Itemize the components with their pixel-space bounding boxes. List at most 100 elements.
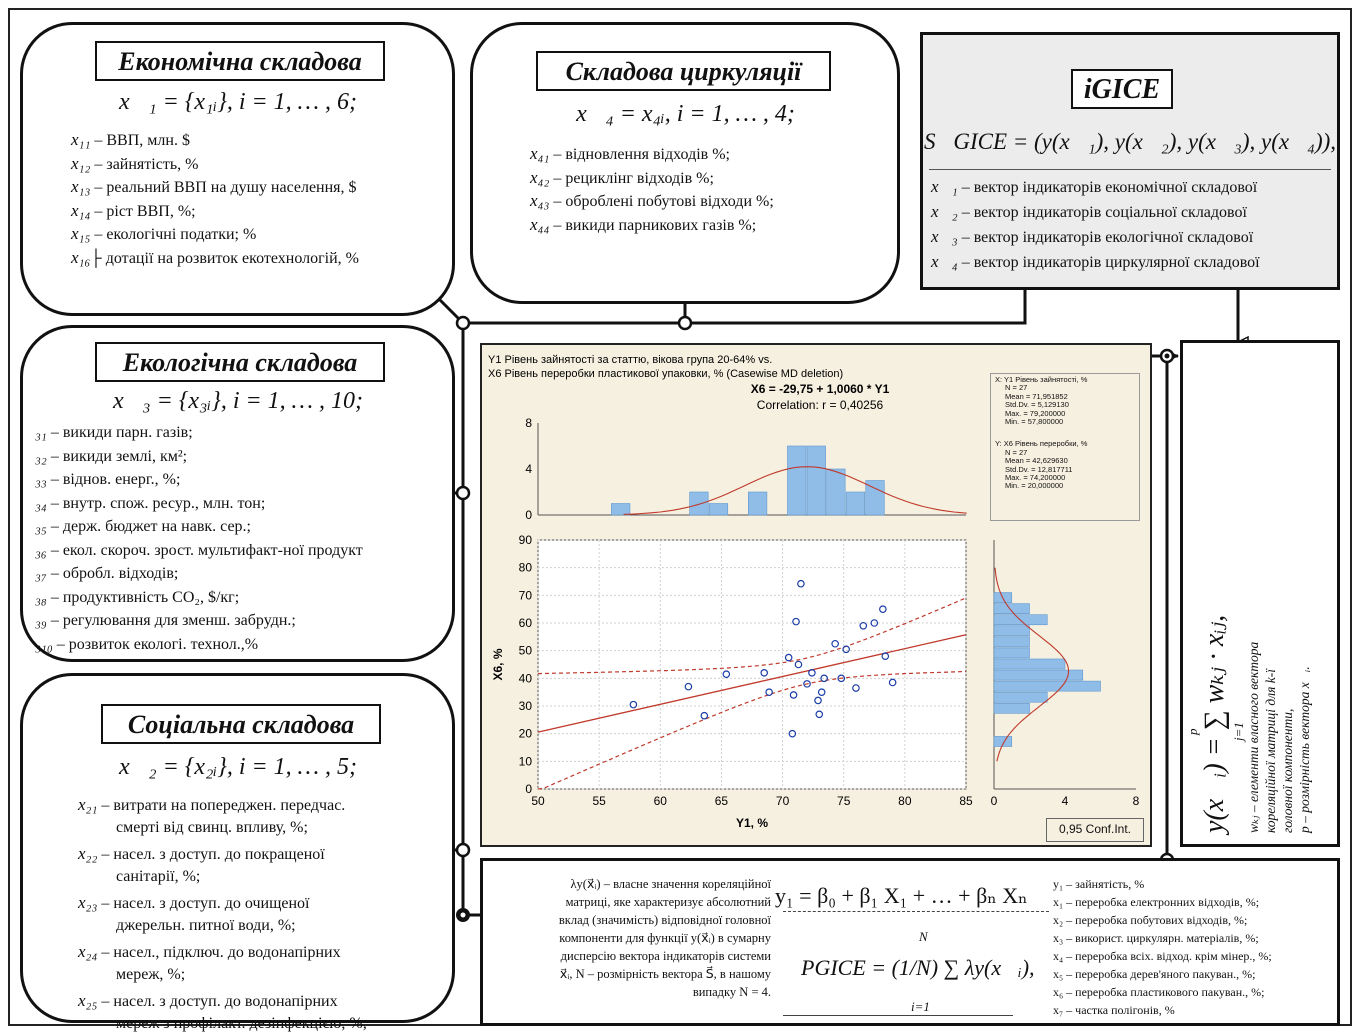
- hist-x-bar: [865, 480, 885, 516]
- y-tick-label: 10: [519, 754, 533, 768]
- social-item: джерельн. питної води, %;: [116, 917, 296, 934]
- hist-x-tick-label: 8: [525, 416, 532, 430]
- economic-item: x₁₆├ дотації на розвиток екотехнологій, …: [71, 247, 360, 267]
- ecological-item: ₃₅ – держ. бюджет на навк. сер.;: [35, 516, 251, 535]
- economic-item: x₁₅ – екологічні податки; %: [71, 224, 257, 243]
- y-tick-label: 70: [519, 588, 533, 602]
- confidence-band-upper: [537, 597, 967, 675]
- circulation-item: x₄₂ – рециклінг відходів %;: [530, 167, 714, 187]
- circulation-item: x₄₄ – викиди парникових газів %;: [530, 214, 757, 234]
- ecological-item: ₃₄ – внутр. спож. ресур., млн. тон;: [35, 492, 266, 512]
- scatter-point: [870, 619, 879, 627]
- social-item: x₂₃ – насел. з доступ. до очищеної: [78, 893, 310, 912]
- stats-y-line: Std.Dv. = 12,817711: [1005, 464, 1073, 474]
- social-item: x₂₅ – насел. з доступ. до водонапірних: [78, 991, 338, 1010]
- stats-y-line: Min. = 20,000000: [1005, 481, 1064, 491]
- bottom-right-item: x₄ – переробка всіх. відход. крім мінер.…: [1053, 949, 1272, 963]
- x-tick-label: 85: [959, 794, 973, 808]
- vector-formula: y(x⃗ᵢ) = ∑ wₖⱼ · xᵢⱼ,: [1199, 614, 1230, 833]
- igice-title: iGICE: [1071, 69, 1173, 109]
- hist-y-bar: [993, 680, 1101, 692]
- chart-svg: Y1 Рівень зайнятості за статтю, вікова г…: [488, 354, 1140, 830]
- chart-correlation: Correlation: r = 0,40256: [757, 398, 884, 412]
- hist-x-bar: [787, 445, 807, 516]
- scatter-point: [684, 682, 693, 691]
- scatter-point: [817, 688, 826, 696]
- vector-sum-top: p: [1185, 728, 1200, 736]
- ecological-box: Екологічна складова x⃗₃ = {x₃ᵢ}, i = 1, …: [20, 325, 455, 662]
- hist-y-bar: [993, 603, 1030, 614]
- economic-item: x₁₄ – ріст ВВП, %;: [71, 200, 196, 220]
- scatter-point: [852, 684, 860, 692]
- y-tick-label: 40: [519, 671, 533, 685]
- stats-x-line: Std.Dv. = 5,129130: [1005, 400, 1069, 410]
- hist-x-bar: [611, 503, 631, 516]
- igice-item: x⃗₁ – вектор індикаторів економічної скл…: [931, 177, 1258, 196]
- igice-formula: S⃗GICE = (y(x⃗₁), y(x⃗₂), y(x⃗₃), y(x⃗₄)…: [923, 129, 1337, 154]
- hist-y-normal-curve: [994, 567, 1070, 762]
- chart-equation: X6 = -29,75 + 1,0060 * Y1: [751, 382, 890, 396]
- pgice-sum-bottom: i=1: [911, 999, 930, 1014]
- x-tick-label: 55: [592, 794, 606, 808]
- hist-x-bar: [806, 445, 826, 516]
- circulation-formula: x⃗₄ = x₄ᵢ, i = 1, … , 4;: [576, 101, 795, 127]
- vector-formula-desc: wₖⱼ – елементи власного вектора кореляці…: [1246, 641, 1312, 833]
- circulation-title: Складова циркуляції: [536, 51, 831, 91]
- y-tick-label: 80: [519, 561, 533, 575]
- chart-title-line: X6 Рівень переробки пластикової упаковки…: [488, 368, 843, 380]
- ecological-item: ₃₂ – викиди землі, км²;: [35, 445, 188, 465]
- ecological-item: ₃₇ – обробл. відходів;: [35, 563, 179, 582]
- hist-y-bar: [993, 702, 1030, 714]
- scatter-point: [760, 668, 769, 677]
- social-item: мереж, %;: [116, 966, 186, 983]
- igice-item: x⃗₄ – вектор індикаторів циркулярної скл…: [931, 252, 1260, 271]
- x-axis-label: Y1, %: [736, 816, 768, 830]
- bottom-right-items: y₁ – зайнятість, % x₁ – переробка електр…: [1053, 875, 1272, 1019]
- scatter-plot-area: [537, 539, 967, 790]
- scatter-point: [881, 652, 890, 661]
- pgice-sum-top: N: [919, 929, 928, 944]
- scatter-point: [700, 711, 709, 720]
- conf-int-label: 0,95 Conf.Int.: [1046, 818, 1144, 842]
- circulation-item: x₄₁ – відновлення відходів %;: [530, 144, 730, 163]
- stats-x-line: Mean = 71,951852: [1005, 391, 1068, 401]
- social-item: санітарії, %;: [116, 868, 201, 885]
- social-item: мереж з профілакт. дезінфекцією, %;: [116, 1015, 368, 1032]
- vector-formula-box: y(x⃗ᵢ) = ∑ wₖⱼ · xᵢⱼ, wₖⱼ – елементи вла…: [1180, 340, 1340, 847]
- chart-panel: Y1 Рівень зайнятості за статтю, вікова г…: [480, 343, 1152, 847]
- scatter-point: [784, 653, 793, 662]
- hist-y-tick-label: 4: [1062, 794, 1069, 808]
- ecological-item: ₃₈ – продуктивність CO₂, $/кг;: [35, 586, 240, 606]
- scatter-point: [803, 680, 811, 688]
- ecological-item: ₃₆ – екол. скороч. зрост. мультифакт-ної…: [35, 539, 363, 559]
- vector-formula-rotated: y(x⃗ᵢ) = ∑ wₖⱼ · xᵢⱼ, wₖⱼ – елементи вла…: [1183, 343, 1343, 843]
- bottom-right-item: y₁ – зайнятість, %: [1053, 877, 1145, 891]
- ecological-item: ₃₃ – віднов. енерг., %;: [35, 469, 181, 488]
- scatter-point: [629, 700, 638, 709]
- x-tick-label: 60: [654, 794, 668, 808]
- economic-item: x₁₁ – ВВП, млн. $: [71, 130, 190, 149]
- bottom-right-item: x₂ – переробка побутових відходів, %;: [1053, 913, 1248, 927]
- confidence-band-lower: [537, 670, 967, 790]
- igice-item: x⃗₂ – вектор індикаторів соціальної скла…: [931, 202, 1247, 221]
- stats-y-line: Max. = 74,200000: [1005, 473, 1066, 483]
- scatter-point: [815, 710, 824, 719]
- y-tick-label: 20: [519, 727, 533, 741]
- y-tick-label: 50: [519, 644, 533, 658]
- social-items: x₂₁ – витрати на попереджен. передчас. с…: [78, 794, 367, 1035]
- ecological-item: ₃₉ – регулювання для зменш. забрудн.;: [35, 610, 296, 629]
- igice-item: x⃗₃ – вектор індикаторів екологічної скл…: [931, 227, 1254, 246]
- scatter-point: [859, 621, 868, 630]
- y-tick-label: 90: [519, 533, 533, 547]
- stats-y-line: N = 27: [1005, 447, 1028, 457]
- bottom-right-item: x₃ – використ. циркулярн. матеріалів, %;: [1053, 931, 1259, 945]
- regression-line: [537, 634, 967, 733]
- economic-title: Економічна складова: [95, 41, 385, 81]
- hist-y-bar: [993, 658, 1066, 670]
- y-tick-label: 60: [519, 616, 533, 630]
- y-tick-label: 30: [519, 699, 533, 713]
- scatter-point: [788, 729, 797, 738]
- x-tick-label: 80: [898, 794, 912, 808]
- hist-x-normal-curve: [623, 466, 967, 515]
- hist-y-bar: [993, 691, 1048, 703]
